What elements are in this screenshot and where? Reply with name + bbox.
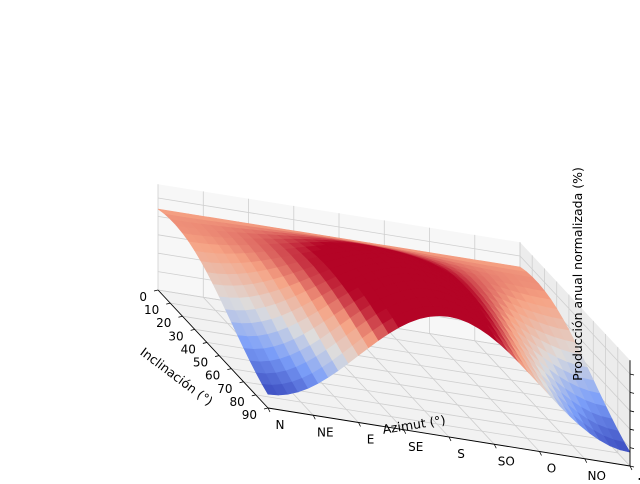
x-tick-label: SE [408, 440, 423, 454]
x-tick-label: NO [588, 469, 606, 480]
y-tick-label: 60 [205, 369, 220, 383]
x-tick-label: N [276, 418, 285, 432]
x-tick-label: NE [317, 425, 334, 439]
y-tick-mark [215, 355, 220, 357]
x-tick-mark [493, 444, 497, 449]
y-tick-label: 20 [156, 316, 171, 330]
grid-line-z [157, 197, 631, 375]
tick-labels: NNEESESSOONON010203040506070809002040608… [139, 290, 640, 484]
y-tick-label: 90 [242, 408, 257, 422]
z-tick-mark [629, 428, 635, 431]
y-tick-label: 40 [181, 342, 196, 356]
x-tick-mark [358, 422, 361, 427]
y-tick-mark [251, 394, 256, 397]
x-tick-mark [267, 407, 271, 413]
z-tick-mark [629, 373, 635, 376]
x-tick-mark [448, 436, 452, 442]
axis-lines [153, 289, 635, 471]
y-tick-mark [263, 407, 269, 410]
y-tick-mark [227, 368, 232, 371]
y-tick-label: 0 [139, 290, 147, 304]
z-tick-mark [629, 392, 635, 394]
y-tick-mark [239, 381, 244, 384]
x-tick-mark [539, 451, 542, 456]
x-tick-label: E [367, 433, 375, 447]
y-tick-label: 10 [144, 303, 159, 317]
y-tick-label: 70 [217, 382, 232, 396]
y-tick-label: 80 [229, 395, 244, 409]
x-tick-mark [584, 458, 588, 463]
x-tick-mark [403, 429, 407, 434]
y-tick-mark [166, 302, 171, 305]
y-tick-mark [202, 342, 207, 344]
x-tick-mark [629, 465, 633, 471]
y-tick-mark [153, 289, 159, 292]
z-axis-label: Producción anual normalizada (%) [570, 167, 585, 381]
y-tick-label: 50 [193, 356, 208, 370]
surface [157, 208, 631, 453]
x-tick-label: SO [498, 454, 515, 468]
y-tick-mark [178, 315, 183, 318]
z-tick-mark [629, 447, 635, 449]
x-tick-label: S [457, 447, 465, 461]
z-tick-mark [629, 410, 635, 413]
y-tick-label: 30 [168, 329, 183, 343]
y-axis-line [157, 289, 269, 409]
surface-patch [509, 265, 527, 272]
y-tick-mark [190, 328, 195, 331]
x-tick-label: O [547, 462, 556, 476]
z-tick-mark [629, 465, 635, 468]
x-tick-mark [312, 415, 316, 420]
